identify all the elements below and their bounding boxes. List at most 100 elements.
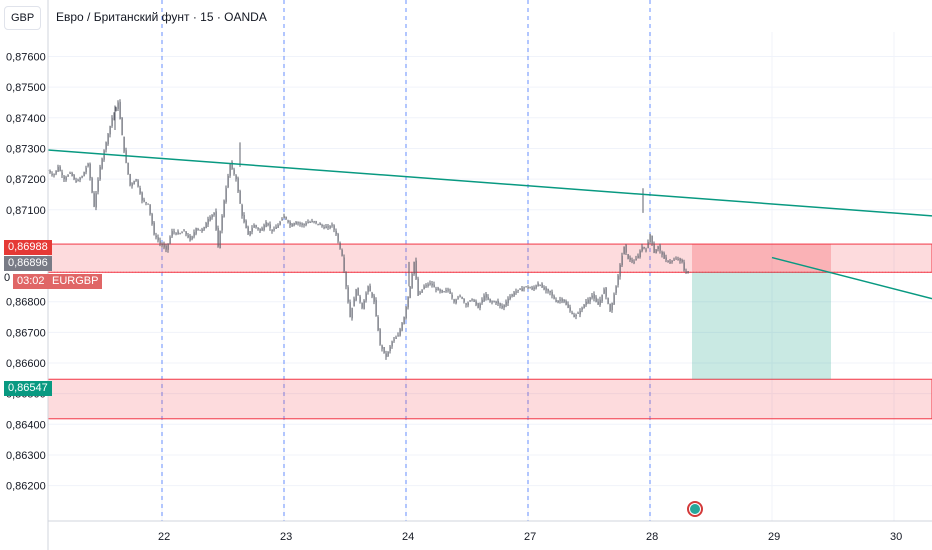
event-marker-dot [690, 504, 700, 514]
candle-body [401, 323, 403, 331]
time-axis-label: 22 [158, 531, 170, 543]
candle-body [403, 317, 405, 325]
price-axis-label: 0,86200 [6, 481, 46, 493]
candle-body [495, 301, 497, 304]
candle-body [363, 300, 365, 310]
candle-body [197, 229, 199, 231]
candle-body [427, 284, 429, 286]
candle-body [395, 337, 397, 339]
candle-body [293, 223, 295, 226]
candle-body [647, 241, 649, 249]
candle-body [59, 166, 61, 171]
candle-body [361, 303, 363, 308]
candle-body [335, 230, 337, 235]
candle-body [153, 222, 155, 235]
candle-body [357, 287, 359, 296]
candle-body [289, 221, 291, 226]
candle-body [591, 295, 593, 298]
candle-body [617, 275, 619, 285]
candle-body [603, 289, 605, 294]
candle-body [341, 250, 343, 256]
candle-body [677, 259, 679, 261]
candle-body [175, 233, 177, 235]
candle-body [203, 227, 205, 230]
price-axis-label: 0,86700 [6, 327, 46, 339]
candle-body [265, 222, 267, 227]
candle-body [107, 134, 109, 145]
candle-body [441, 289, 443, 293]
candle-body [607, 298, 609, 304]
candle-body [389, 346, 391, 352]
candle-body [339, 242, 341, 249]
short-position-tool[interactable] [48, 244, 932, 380]
candle-body [89, 163, 91, 179]
candle-body [187, 235, 189, 238]
time-axis-label: 29 [768, 531, 780, 543]
candle-body [191, 236, 193, 240]
candle-body [639, 251, 641, 258]
candle-body [393, 339, 395, 341]
candle-body [251, 228, 253, 232]
candle-body [207, 218, 209, 225]
candle-body [399, 329, 401, 336]
candle-body [601, 294, 603, 302]
candle-body [649, 234, 651, 243]
candle-body [49, 170, 51, 173]
candle-body [57, 166, 59, 172]
candle-body [151, 214, 153, 225]
time-axis-label: 30 [890, 531, 902, 543]
candle-body [525, 286, 527, 288]
candle-body [419, 292, 421, 295]
candle-body [503, 304, 505, 308]
candle-body [87, 163, 89, 167]
candle-body [597, 301, 599, 305]
candle-body [625, 244, 627, 253]
price-axis-label: 0,86800 [6, 297, 46, 309]
candle-body [665, 257, 667, 260]
event-marker-icon[interactable] [687, 501, 703, 517]
candle-body [119, 101, 121, 119]
candle-body [99, 166, 101, 180]
candle-body [667, 260, 669, 262]
candle-body [483, 295, 485, 302]
candle-body [627, 254, 629, 259]
candle-body [231, 162, 233, 169]
candle-body [143, 199, 145, 202]
candle-body [141, 192, 143, 201]
candle-body [509, 296, 511, 299]
candle-body [571, 312, 573, 314]
support-top-price-tag: 0,86547 [4, 381, 52, 396]
candle-body [323, 227, 325, 229]
candle-body [83, 171, 85, 177]
candle-body [233, 169, 235, 174]
candle-body [299, 223, 301, 225]
time-axis[interactable]: 22 23 24 27 28 29 30 [48, 520, 932, 543]
candle-body [459, 295, 461, 297]
candle-body [405, 306, 407, 319]
candle-body [303, 224, 305, 226]
candle-body [147, 203, 149, 205]
price-axis-label: 0,87500 [6, 82, 46, 94]
candle-body [565, 301, 567, 305]
resistance-top-price-tag: 0,86988 [4, 240, 52, 255]
candle-body [493, 301, 495, 303]
candle-body [91, 178, 93, 193]
candle-body [475, 301, 477, 305]
candle-body [169, 237, 171, 244]
candle-body [557, 300, 559, 303]
candle-body [451, 294, 453, 298]
candle-body [359, 296, 361, 302]
candle-body [97, 180, 99, 192]
descending-trend-line [47, 149, 932, 217]
currency-button[interactable]: GBP [4, 6, 42, 30]
candle-body [319, 223, 321, 226]
candle-body [121, 117, 123, 136]
candle-body [613, 294, 615, 305]
candle-body [521, 288, 523, 292]
session-break-lines [161, 0, 651, 521]
candle-body [281, 218, 283, 221]
trend-lines[interactable] [47, 149, 932, 300]
candle-body [641, 246, 643, 251]
candle-body [237, 178, 239, 192]
